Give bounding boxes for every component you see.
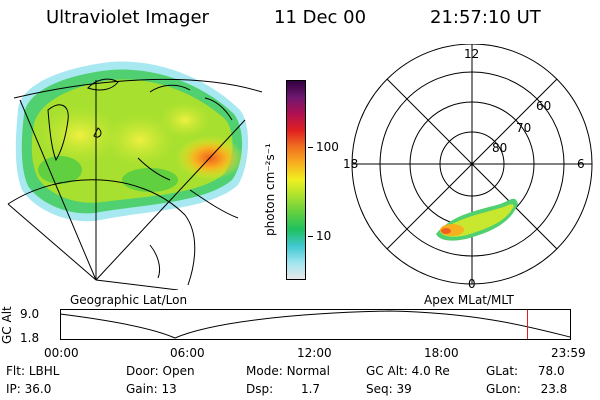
altitude-xtick-0: 00:00	[44, 346, 79, 360]
geo-panel-caption: Geographic Lat/Lon	[70, 293, 188, 307]
polar-panel-caption: Apex MLat/MLT	[424, 293, 514, 307]
instrument-title: Ultraviolet Imager	[46, 7, 209, 28]
altitude-ylabel: GC Alt	[0, 306, 14, 344]
status-mode: Mode: Normal	[246, 364, 330, 378]
date-label: 11 Dec 00	[274, 7, 367, 28]
colorbar-tick-10	[308, 236, 313, 237]
altitude-xtick-3: 18:00	[424, 346, 459, 360]
altitude-xtick-2: 12:00	[297, 346, 332, 360]
status-ip: IP: 36.0	[6, 382, 52, 396]
colorbar	[286, 80, 306, 280]
aurora-emission-geo	[15, 61, 249, 222]
mlt-label-18: 18	[343, 157, 358, 171]
geo-graticule	[7, 78, 263, 290]
lat-label-60: 60	[536, 99, 551, 113]
altitude-ytick-low: 1.8	[20, 331, 40, 345]
lat-label-80: 80	[492, 141, 507, 155]
polar-grid	[351, 44, 593, 285]
status-seq: Seq: 39	[366, 382, 412, 396]
status-dsp: Dsp: 1.7	[246, 382, 321, 396]
altitude-ytick-high: 9.0	[20, 307, 40, 321]
status-glon: GLon: 23.8	[486, 382, 568, 396]
geo-coastlines	[47, 78, 239, 279]
time-label: 21:57:10 UT	[430, 7, 541, 28]
mlt-label-12: 12	[464, 47, 479, 61]
lat-label-70: 70	[516, 121, 531, 135]
aurora-emission-polar	[436, 198, 518, 241]
colorbar-label-10: 10	[316, 229, 332, 243]
status-gc-alt: GC Alt: 4.0 Re	[366, 364, 450, 378]
status-glat: GLat: 78.0	[486, 364, 565, 378]
altitude-curve	[60, 310, 571, 339]
colorbar-unit-label: photon cm⁻²s⁻¹	[263, 143, 277, 236]
colorbar-tick-100	[308, 147, 313, 148]
status-flt: Flt: LBHL	[6, 364, 60, 378]
polar-plot: 12 18 6 0 60 70 80	[343, 44, 593, 291]
status-door: Door: Open	[126, 364, 195, 378]
altitude-xtick-4: 23:59	[551, 346, 586, 360]
mlt-label-0: 0	[468, 277, 476, 291]
altitude-xtick-1: 06:00	[170, 346, 205, 360]
geographic-map	[7, 61, 263, 290]
mlt-label-6: 6	[577, 157, 585, 171]
colorbar-label-100: 100	[316, 140, 339, 154]
status-gain: Gain: 13	[126, 382, 177, 396]
altitude-plot	[60, 309, 571, 340]
